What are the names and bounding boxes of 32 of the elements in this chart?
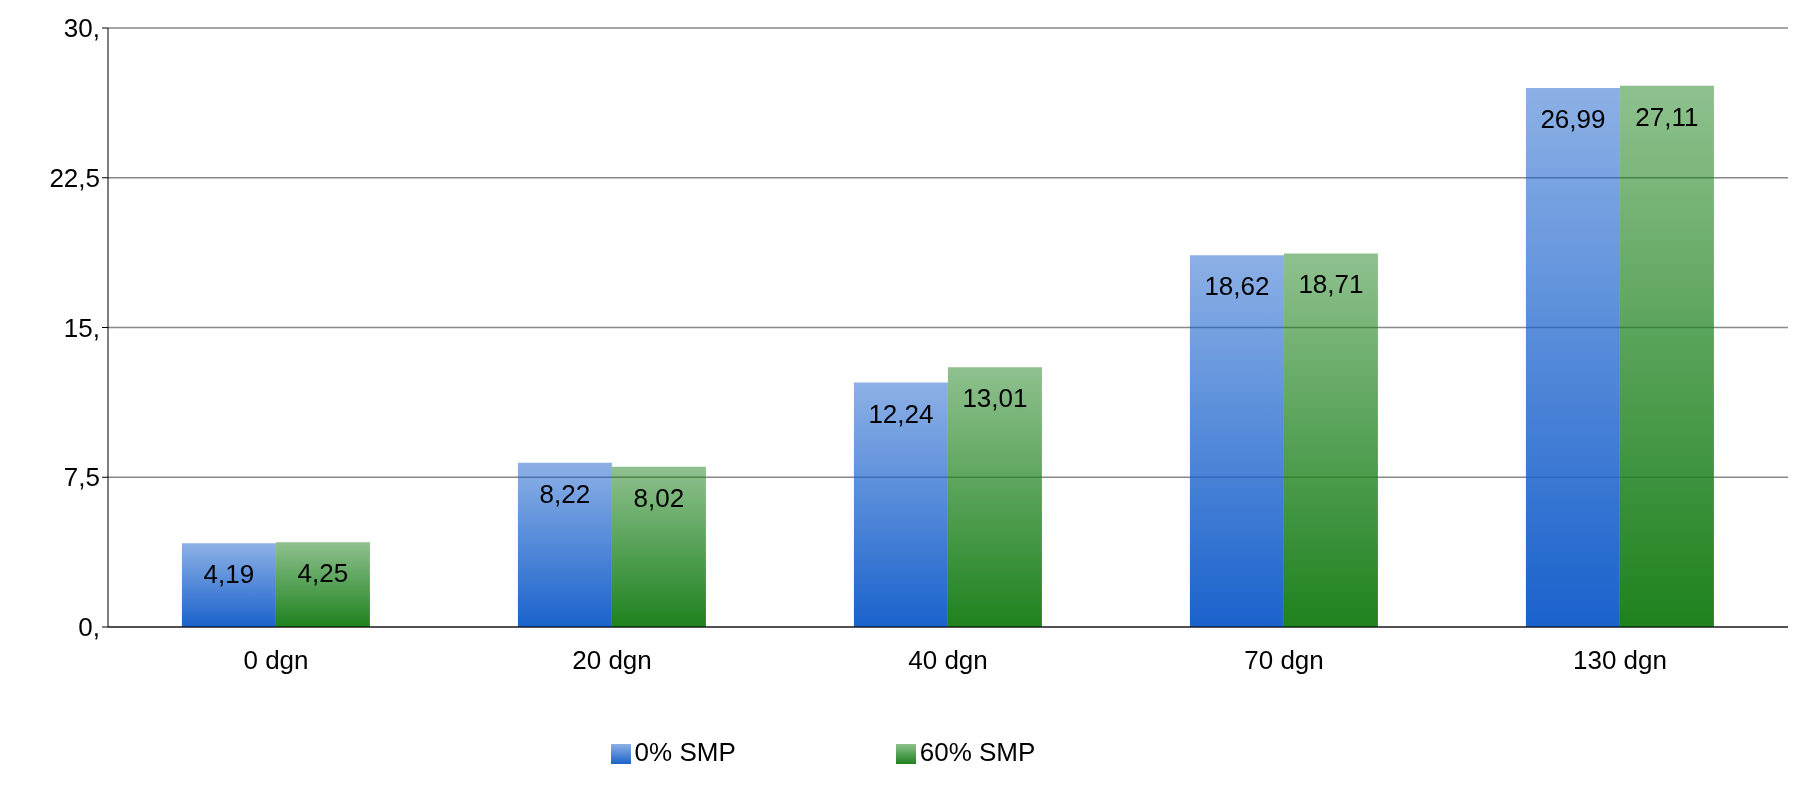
- legend-label: 0% SMP: [634, 737, 736, 767]
- data-label: 26,99: [1540, 104, 1606, 135]
- y-tick-label: 7,5: [63, 462, 100, 493]
- bar: [1525, 88, 1620, 627]
- legend-label: 60% SMP: [919, 737, 1036, 767]
- data-label: 12,24: [868, 398, 934, 429]
- data-label: 13,01: [962, 383, 1028, 414]
- y-tick-label: 15,: [63, 312, 100, 343]
- bar: [1619, 85, 1714, 627]
- data-label: 8,02: [633, 482, 685, 513]
- bar: [275, 542, 370, 627]
- x-tick-label: 0 dgn: [243, 645, 309, 676]
- data-label: 18,71: [1298, 269, 1364, 300]
- bar: [181, 543, 276, 627]
- x-tick-label: 70 dgn: [1244, 645, 1324, 676]
- y-tick-label: 22,5: [49, 162, 100, 193]
- data-label: 4,19: [203, 559, 255, 590]
- bar: [853, 382, 948, 627]
- bar: [1189, 255, 1284, 627]
- data-label: 8,22: [539, 478, 591, 509]
- bar: [1283, 253, 1378, 627]
- bar: [517, 462, 612, 627]
- y-tick-label: 0,: [78, 612, 100, 643]
- bar: [947, 367, 1042, 627]
- x-tick-label: 40 dgn: [908, 645, 988, 676]
- y-tick-label: 30,: [63, 13, 100, 44]
- data-label: 27,11: [1635, 101, 1699, 132]
- bar: [611, 466, 706, 627]
- data-label: 4,25: [297, 558, 349, 589]
- data-label: 18,62: [1204, 271, 1270, 302]
- x-tick-label: 130 dgn: [1573, 645, 1667, 676]
- x-tick-label: 20 dgn: [572, 645, 652, 676]
